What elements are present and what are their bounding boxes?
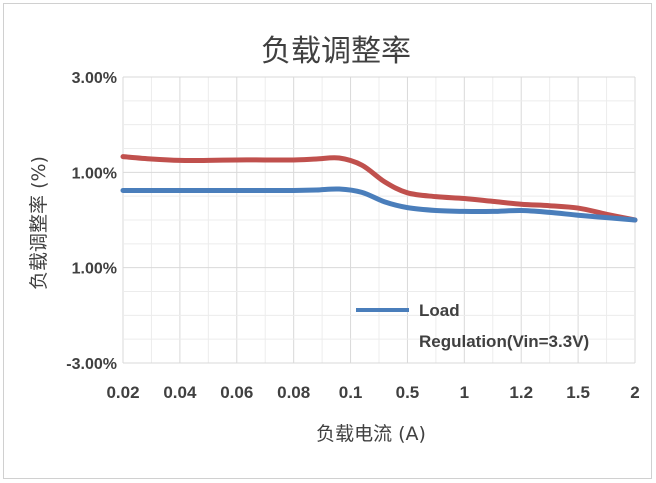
- y-tick-label: -3.00%: [66, 356, 117, 373]
- y-tick-label: 3.00%: [72, 70, 117, 87]
- series-lines: [120, 154, 638, 223]
- x-axis-ticks: 0.02 0.04 0.06 0.08 0.1 0.5 1 1.2 1.5 2: [106, 383, 639, 402]
- y-axis-ticks: 3.00% 1.00% 1.00% -3.00%: [66, 70, 117, 373]
- x-axis-label: 负载电流 (A): [316, 423, 426, 445]
- x-tick-label: 0.02: [106, 383, 139, 402]
- y-axis-label: 负载调整率 (%): [28, 156, 50, 290]
- x-tick-label: 0.06: [220, 383, 253, 402]
- chart-title: 负载调整率: [261, 34, 411, 69]
- legend-label-line2: Regulation(Vin=3.3V): [419, 332, 589, 351]
- x-tick-label: 1: [460, 383, 469, 402]
- series-line-load-regulation: [120, 186, 638, 223]
- x-tick-label: 2: [630, 383, 639, 402]
- plot-grid: [122, 76, 636, 364]
- series-line-red: [120, 154, 638, 223]
- legend-label: Load: [419, 301, 460, 320]
- x-tick-label: 0.08: [277, 383, 310, 402]
- x-tick-label: 1.5: [566, 383, 590, 402]
- y-tick-label: 1.00%: [72, 261, 117, 278]
- x-tick-label: 1.2: [509, 383, 533, 402]
- x-tick-label: 0.5: [396, 383, 420, 402]
- legend: Load Regulation(Vin=3.3V): [356, 301, 589, 351]
- y-tick-label: 1.00%: [72, 165, 117, 182]
- x-tick-label: 0.1: [339, 383, 363, 402]
- x-tick-label: 0.04: [163, 383, 197, 402]
- line-chart: 负载调整率 3.00% 1.00% 1.00% -3.00% 0.02 0.04 0.06…: [28, 34, 640, 445]
- chart-frame: 负载调整率 3.00% 1.00% 1.00% -3.00% 0.02 0.04 0.06…: [3, 3, 652, 479]
